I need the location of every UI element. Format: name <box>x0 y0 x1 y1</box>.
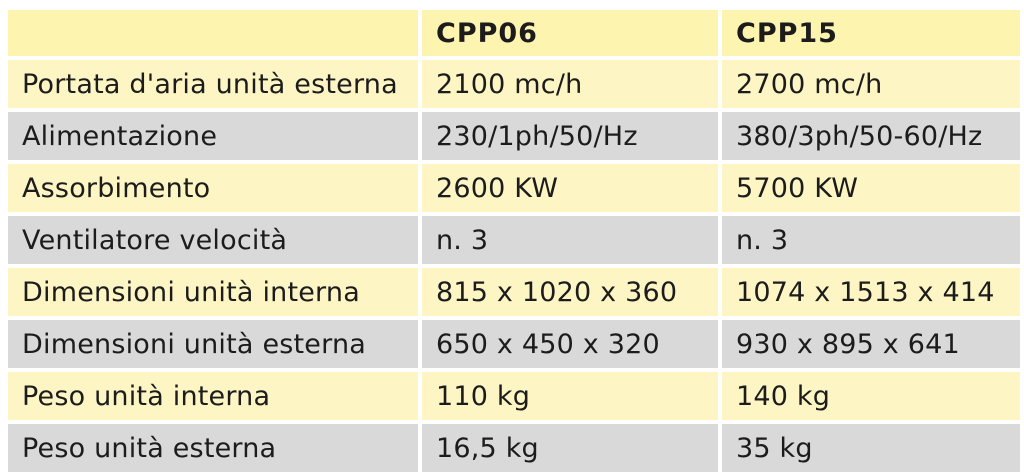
row-value-cpp06: 110 kg <box>422 372 718 420</box>
row-value-cpp06: 2600 KW <box>422 164 718 212</box>
row-label: Peso unità esterna <box>8 424 418 472</box>
row-value-cpp06: 2100 mc/h <box>422 60 718 108</box>
row-value-cpp15: 1074 x 1513 x 414 <box>722 268 1020 316</box>
row-label: Peso unità interna <box>8 372 418 420</box>
row-value-cpp15: 380/3ph/50-60/Hz <box>722 112 1020 160</box>
row-value-cpp15: n. 3 <box>722 216 1020 264</box>
header-model-cpp15: CPP15 <box>722 10 1020 56</box>
table-row: Assorbimento 2600 KW 5700 KW <box>8 164 1020 212</box>
table-header-row: CPP06 CPP15 <box>8 10 1020 56</box>
row-value-cpp15: 930 x 895 x 641 <box>722 320 1020 368</box>
header-corner-cell <box>8 10 418 56</box>
header-model-cpp06: CPP06 <box>422 10 718 56</box>
row-label: Dimensioni unità esterna <box>8 320 418 368</box>
table-row: Portata d'aria unità esterna 2100 mc/h 2… <box>8 60 1020 108</box>
row-value-cpp06: 16,5 kg <box>422 424 718 472</box>
spec-table: CPP06 CPP15 Portata d'aria unità esterna… <box>4 6 1024 476</box>
table-row: Ventilatore velocità n. 3 n. 3 <box>8 216 1020 264</box>
row-value-cpp06: 650 x 450 x 320 <box>422 320 718 368</box>
table-row: Peso unità esterna 16,5 kg 35 kg <box>8 424 1020 472</box>
row-value-cpp06: 815 x 1020 x 360 <box>422 268 718 316</box>
row-label: Portata d'aria unità esterna <box>8 60 418 108</box>
table-row: Alimentazione 230/1ph/50/Hz 380/3ph/50-6… <box>8 112 1020 160</box>
row-value-cpp15: 140 kg <box>722 372 1020 420</box>
row-value-cpp15: 35 kg <box>722 424 1020 472</box>
row-value-cpp06: 230/1ph/50/Hz <box>422 112 718 160</box>
row-label: Assorbimento <box>8 164 418 212</box>
row-value-cpp15: 5700 KW <box>722 164 1020 212</box>
row-label: Dimensioni unità interna <box>8 268 418 316</box>
table-row: Dimensioni unità interna 815 x 1020 x 36… <box>8 268 1020 316</box>
row-label: Alimentazione <box>8 112 418 160</box>
row-label: Ventilatore velocità <box>8 216 418 264</box>
row-value-cpp15: 2700 mc/h <box>722 60 1020 108</box>
table-row: Peso unità interna 110 kg 140 kg <box>8 372 1020 420</box>
row-value-cpp06: n. 3 <box>422 216 718 264</box>
table-row: Dimensioni unità esterna 650 x 450 x 320… <box>8 320 1020 368</box>
